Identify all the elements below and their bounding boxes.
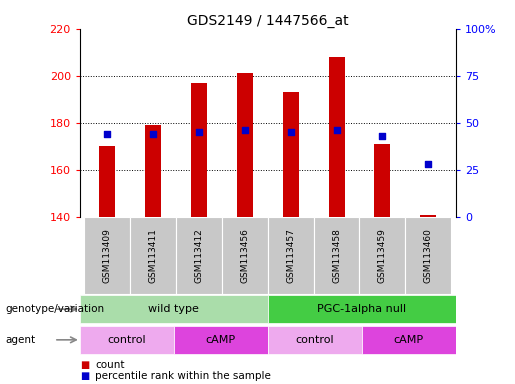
Bar xyxy=(191,83,207,217)
Text: control: control xyxy=(108,335,146,345)
Point xyxy=(333,127,341,134)
Text: GSM113460: GSM113460 xyxy=(424,228,433,283)
Text: PGC-1alpha null: PGC-1alpha null xyxy=(317,304,406,314)
Text: wild type: wild type xyxy=(148,304,199,314)
Text: GSM113456: GSM113456 xyxy=(241,228,249,283)
Bar xyxy=(359,217,405,294)
Bar xyxy=(99,146,115,217)
Bar xyxy=(174,326,268,354)
Bar xyxy=(130,217,176,294)
Bar xyxy=(176,217,222,294)
Text: GSM113409: GSM113409 xyxy=(103,228,112,283)
Point xyxy=(149,131,157,137)
Bar xyxy=(405,217,451,294)
Text: agent: agent xyxy=(5,335,35,345)
Bar xyxy=(420,215,436,217)
Text: GSM113411: GSM113411 xyxy=(149,228,158,283)
Text: ■: ■ xyxy=(80,360,89,370)
Text: GSM113457: GSM113457 xyxy=(286,228,295,283)
Text: GSM113412: GSM113412 xyxy=(195,228,203,283)
Text: genotype/variation: genotype/variation xyxy=(5,304,104,314)
Text: GSM113458: GSM113458 xyxy=(332,228,341,283)
Text: percentile rank within the sample: percentile rank within the sample xyxy=(95,371,271,381)
Bar xyxy=(80,326,174,354)
Bar xyxy=(237,73,253,217)
Text: GSM113459: GSM113459 xyxy=(378,228,387,283)
Bar xyxy=(329,57,345,217)
Point xyxy=(287,129,295,135)
Bar xyxy=(314,217,359,294)
Bar xyxy=(374,144,390,217)
Point xyxy=(195,129,203,135)
Point xyxy=(424,161,433,167)
Bar xyxy=(145,125,161,217)
Bar xyxy=(283,92,299,217)
Bar xyxy=(268,295,456,323)
Bar xyxy=(362,326,456,354)
Point xyxy=(379,133,387,139)
Text: count: count xyxy=(95,360,125,370)
Text: cAMP: cAMP xyxy=(206,335,236,345)
Bar xyxy=(268,326,362,354)
Bar xyxy=(80,295,268,323)
Text: ■: ■ xyxy=(80,371,89,381)
Bar xyxy=(268,217,314,294)
Point xyxy=(103,131,111,137)
Point xyxy=(241,127,249,134)
Text: cAMP: cAMP xyxy=(394,335,424,345)
Bar xyxy=(222,217,268,294)
Text: control: control xyxy=(296,335,334,345)
Title: GDS2149 / 1447566_at: GDS2149 / 1447566_at xyxy=(187,14,349,28)
Bar xyxy=(84,217,130,294)
